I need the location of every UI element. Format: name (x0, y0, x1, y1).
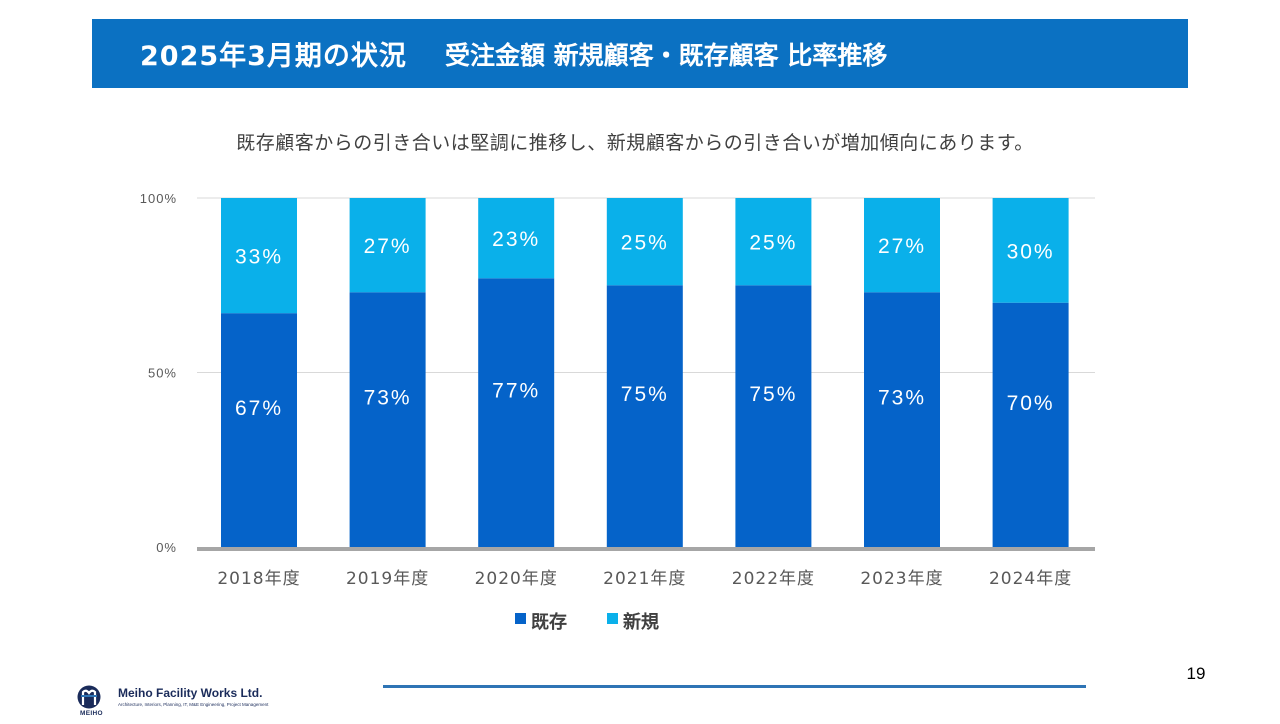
x-category-label: 2022年度 (732, 569, 815, 589)
company-name: Meiho Facility Works Ltd. (118, 686, 263, 700)
data-label-new: 30% (1007, 240, 1055, 263)
y-tick-label: 100% (140, 191, 177, 206)
bar-segment-existing (349, 292, 426, 547)
footer-divider (383, 685, 1086, 688)
bar-segment-new (735, 198, 812, 286)
bar-segment-new (992, 198, 1069, 303)
bar-segment-existing (992, 302, 1069, 547)
bar-segment-new (864, 198, 940, 293)
data-label-new: 23% (492, 228, 540, 251)
bar-segment-existing (735, 285, 812, 547)
data-label-existing: 73% (878, 387, 926, 410)
data-label-existing: 73% (364, 387, 412, 410)
bar-segment-new (349, 198, 426, 293)
x-category-label: 2018年度 (217, 569, 300, 589)
data-label-new: 33% (235, 246, 283, 269)
legend-swatch (607, 613, 618, 624)
data-label-existing: 77% (492, 380, 540, 403)
stacked-bar-chart: 0% 50% 100% 67% 33% 2018年度 73% 27% 2019年度 77% 23% 2… (140, 191, 1095, 633)
data-label-new: 25% (749, 232, 797, 255)
bar-segment-existing (478, 278, 555, 547)
company-tagline: Architecture, Interiors, Planning, IT, M… (118, 702, 269, 707)
y-tick-label: 0% (156, 540, 177, 555)
data-label-new: 27% (878, 235, 926, 258)
page-subtitle-heading: 受注金額 新規顧客・既存顧客 比率推移 (444, 40, 888, 70)
data-label-existing: 70% (1007, 392, 1055, 415)
data-label-new: 27% (364, 235, 412, 258)
logo-brand: MEIHO (80, 710, 103, 717)
bar-segment-new (478, 198, 555, 279)
chart-description: 既存顧客からの引き合いは堅調に推移し、新規顧客からの引き合いが増加傾向にあります… (236, 132, 1034, 154)
data-label-existing: 75% (749, 383, 797, 406)
legend-label: 既存 (531, 611, 567, 633)
page-number: 19 (1186, 664, 1206, 683)
legend-label: 新規 (623, 611, 659, 633)
x-category-label: 2023年度 (860, 569, 943, 589)
bar-segment-existing (864, 292, 940, 547)
x-axis-line (197, 547, 1095, 551)
data-label-existing: 67% (235, 397, 283, 420)
data-label-existing: 75% (621, 383, 669, 406)
bar-segment-new (606, 198, 683, 286)
x-category-label: 2020年度 (475, 569, 558, 589)
x-category-label: 2019年度 (346, 569, 429, 589)
page-title: 2025年3月期の状況 (140, 41, 407, 72)
y-tick-label: 50% (148, 366, 177, 381)
company-logo: MEIHO Meiho Facility Works Ltd. Architec… (70, 684, 268, 720)
bar-segment-existing (221, 313, 297, 547)
data-label-new: 25% (621, 232, 669, 255)
logo-mark-icon: MEIHO (70, 684, 110, 720)
x-category-label: 2021年度 (603, 569, 686, 589)
x-category-label: 2024年度 (989, 569, 1072, 589)
legend-swatch (515, 613, 526, 624)
title-banner: 2025年3月期の状況 受注金額 新規顧客・既存顧客 比率推移 (92, 19, 1188, 88)
bar-segment-existing (606, 285, 683, 547)
bar-segment-new (221, 198, 297, 314)
